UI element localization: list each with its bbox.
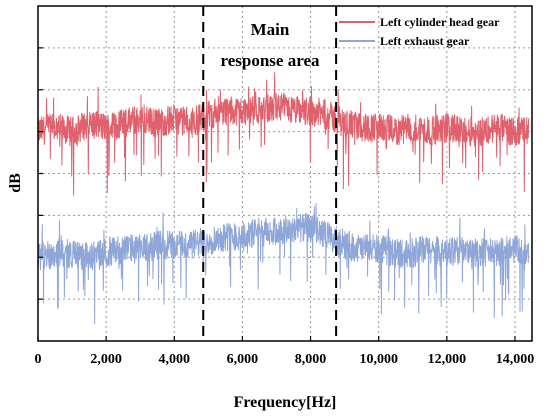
series-left-exhaust-gear [38, 203, 530, 325]
x-tick-label: 8,000 [295, 352, 327, 367]
y-axis-title: dB [7, 173, 24, 193]
axis-ticks [37, 47, 516, 341]
legend: Left cylinder head gear Left exhaust gea… [339, 15, 500, 48]
x-tick-label: 0 [35, 352, 42, 367]
x-tick-label: 6,000 [227, 352, 259, 367]
legend-label-left-cylinder-head-gear: Left cylinder head gear [380, 15, 500, 29]
x-tick-label: 4,000 [159, 352, 191, 367]
series-layer [38, 72, 530, 325]
x-tick-label: 14,000 [496, 352, 535, 367]
x-axis-title: Frequency[Hz] [234, 394, 337, 411]
x-tick-label: 10,000 [359, 352, 398, 367]
annotation-line-1: Main [251, 20, 290, 39]
legend-label-left-exhaust-gear: Left exhaust gear [380, 34, 470, 48]
x-tick-labels: 0 2,000 4,000 6,000 8,000 10,000 12,000 14,000 [35, 352, 535, 367]
x-tick-label: 12,000 [428, 352, 467, 367]
series-left-cylinder-head-gear [38, 72, 530, 196]
response-area-lines [202, 6, 338, 341]
annotation-line-2: response area [220, 51, 320, 70]
x-tick-label: 2,000 [90, 352, 122, 367]
